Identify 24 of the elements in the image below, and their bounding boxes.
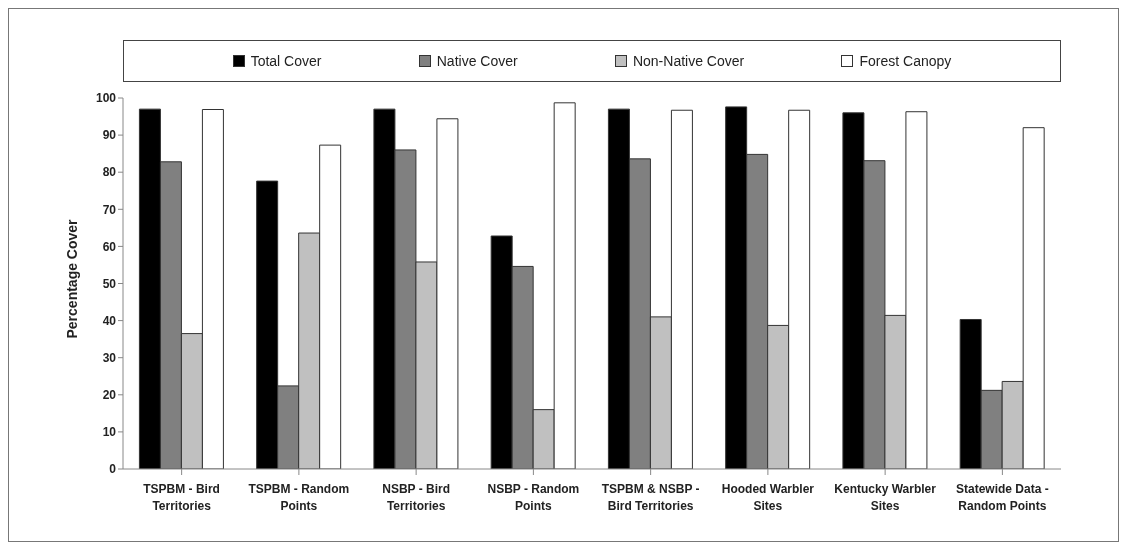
- legend-label: Forest Canopy: [859, 53, 952, 69]
- x-tick-label: TSPBM - Bird Territories: [143, 482, 220, 513]
- y-tick-label: 50: [102, 276, 117, 291]
- x-tick-label: Hooded Warbler Sites: [721, 482, 815, 513]
- x-tick-label: TSPBM - Random Points: [248, 482, 350, 513]
- y-tick-label: 90: [102, 128, 117, 143]
- y-tick-label: 40: [102, 313, 117, 328]
- y-tick-label: 20: [102, 388, 117, 403]
- y-axis-title: Percentage Cover: [63, 218, 80, 339]
- legend-label: Total Cover: [250, 53, 322, 69]
- y-tick-label: 0: [109, 462, 117, 477]
- x-tick-label: Statewide Data - Random Points: [956, 482, 1049, 513]
- y-tick-label: 10: [102, 425, 117, 440]
- x-tick-label: NSBP - Bird Territories: [382, 482, 451, 513]
- y-tick-label: 60: [102, 239, 117, 254]
- x-tick-label: NSBP - Random Points: [487, 482, 580, 513]
- y-tick-label: 70: [102, 202, 117, 217]
- y-tick-label: 30: [102, 350, 117, 365]
- y-tick-label: 80: [102, 165, 117, 180]
- legend-label: Non-Native Cover: [632, 53, 745, 69]
- x-tick-label: Kentucky Warbler Sites: [834, 482, 937, 513]
- y-tick-label: 100: [95, 91, 117, 106]
- x-tick-label: TSPBM & NSBP - Bird Territories: [601, 482, 700, 513]
- legend-label: Native Cover: [436, 53, 518, 69]
